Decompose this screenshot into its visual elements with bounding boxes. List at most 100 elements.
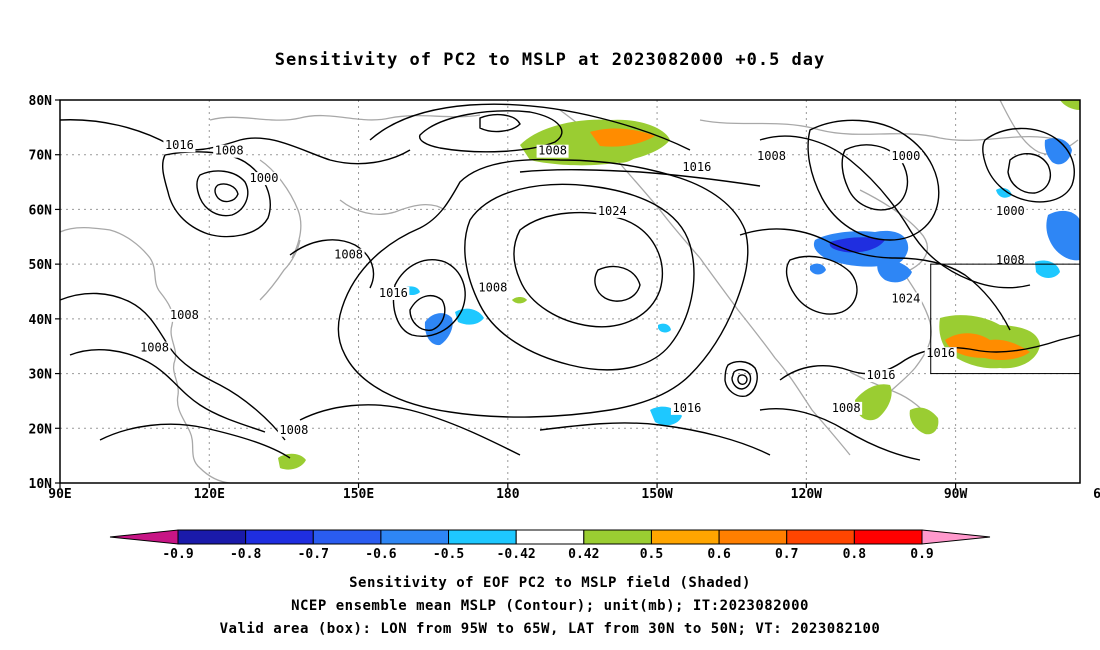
colorbar-label: 0.9 xyxy=(910,547,933,562)
colorbar-cell xyxy=(718,529,788,545)
contour-label-bg xyxy=(138,341,171,355)
lon-label-150W: 150W xyxy=(641,487,672,502)
lon-label-60W: 60W xyxy=(1093,487,1100,502)
colorbar-cell xyxy=(380,529,450,545)
latitude-axis: 80N 70N 60N 50N 40N 30N 20N 10N xyxy=(29,94,60,492)
contour-labels: 1016 1008 1000 1008 1016 1008 1000 1024 1000 1016… xyxy=(138,133,1100,437)
shade-positive-caribbean xyxy=(855,384,892,421)
contour-1016-south xyxy=(759,408,921,461)
colorbar-cell xyxy=(177,529,247,545)
colorbar-cell xyxy=(650,529,720,545)
coastline-siberia-north xyxy=(209,114,481,121)
contour-label-bg xyxy=(889,150,922,164)
shade-negative-atlantic-east xyxy=(1046,210,1080,261)
shade-positive-dot1 xyxy=(512,297,527,304)
colorbar-cell xyxy=(312,529,382,545)
contour-label-1024: 1024 xyxy=(891,291,920,305)
contour-1024-na xyxy=(785,255,858,315)
lat-label-80N: 80N xyxy=(29,94,53,109)
contour-label-1016: 1016 xyxy=(682,160,711,174)
map-plot-area: 1016 1008 1000 1008 1016 1008 1000 1024 1000 1016… xyxy=(59,99,1100,484)
shade-positive-greenland xyxy=(1060,100,1080,110)
lon-label-150E: 150E xyxy=(343,487,374,502)
contour-1024-atl xyxy=(1007,153,1052,194)
lon-label-180: 180 xyxy=(496,487,520,502)
colorbar-extend-low xyxy=(109,529,179,545)
coastline-bering xyxy=(339,199,446,215)
shade-negative-pacific-west xyxy=(424,313,453,346)
contour-label-bg xyxy=(377,286,410,300)
lon-label-90E: 90E xyxy=(48,487,71,502)
caption-valid-area: Valid area (box): LON from 95W to 65W, L… xyxy=(219,621,881,637)
contour-1024-high-outer xyxy=(464,183,695,371)
contour-label-bg xyxy=(830,401,863,415)
contour-label-1016: 1016 xyxy=(926,346,955,360)
contour-label-bg xyxy=(248,172,280,186)
contour-label-1008: 1008 xyxy=(757,149,786,163)
contour-label-bg xyxy=(1098,133,1100,147)
coastline-north-america-west xyxy=(699,257,851,456)
caption-contour: NCEP ensemble mean MSLP (Contour); unit(… xyxy=(291,598,809,614)
contour-label-bg xyxy=(680,161,713,175)
contour-1008-southeast xyxy=(299,404,521,456)
contour-1008-south xyxy=(99,423,291,459)
contour-label-1024: 1024 xyxy=(598,204,627,218)
colorbar-label: -0.8 xyxy=(230,547,261,562)
colorbar-cell xyxy=(448,529,517,545)
contour-label-1000: 1000 xyxy=(996,204,1025,218)
contour-1000-na-inner xyxy=(841,144,909,211)
colorbar-label: -0.9 xyxy=(162,547,193,562)
colorbar-cell xyxy=(786,529,855,545)
colorbar-extend-high xyxy=(921,529,991,545)
colorbar: -0.9 -0.8 -0.7 -0.6 -0.5 -0.42 0.42 0.5 0.6 0.7 0.… xyxy=(109,529,991,562)
coastline-kamchatka xyxy=(259,159,302,259)
shade-negative-dot-mid xyxy=(810,263,826,275)
coastline-canada-north xyxy=(699,119,1061,141)
contour-arctic-low-core xyxy=(479,113,521,133)
coastlines xyxy=(59,99,1079,484)
shade-positive-siberia-core xyxy=(590,128,655,147)
shade-negative-pacific-west2 xyxy=(455,308,484,325)
contour-label-1000: 1000 xyxy=(250,171,279,185)
contour-label-1008: 1008 xyxy=(279,423,308,437)
contour-label-bg xyxy=(670,401,703,415)
contour-tropical-storm-1 xyxy=(724,360,758,397)
lat-label-50N: 50N xyxy=(29,258,53,273)
shade-positive-atlantic-core xyxy=(945,333,1030,360)
caption-shading: Sensitivity of EOF PC2 to MSLP field (Sh… xyxy=(349,575,751,591)
contour-label-1016: 1016 xyxy=(165,138,194,152)
contour-label-bg xyxy=(277,423,310,437)
contour-label-bg xyxy=(924,347,957,361)
contour-label-bg xyxy=(536,144,569,158)
lat-label-40N: 40N xyxy=(29,313,53,328)
colorbar-cell xyxy=(245,529,314,545)
shade-negative-atlantic-east2 xyxy=(1035,260,1060,278)
shade-positive-south-atlantic xyxy=(909,407,939,435)
colorbar-label: -0.42 xyxy=(497,547,536,562)
contour-1016-east xyxy=(779,334,1081,381)
shade-negative-hudson xyxy=(877,260,912,283)
contour-1016-na xyxy=(759,135,1031,289)
contour-label-bg xyxy=(168,308,201,322)
shade-positive-north xyxy=(605,149,635,163)
contour-label-bg xyxy=(596,204,629,218)
lat-label-10N: 10N xyxy=(29,477,53,492)
map-figure: 1016 1008 1000 1008 1016 1008 1000 1024 1000 1016… xyxy=(29,94,1100,562)
contour-label-bg xyxy=(332,248,365,262)
colorbar-cell xyxy=(515,529,585,545)
lat-label-30N: 30N xyxy=(29,368,53,383)
contour-low-cyclone-2 xyxy=(409,294,446,331)
map-title: Sensitivity of PC2 to MSLP at 2023082000… xyxy=(274,50,826,70)
lat-label-60N: 60N xyxy=(29,203,53,218)
mslp-contours xyxy=(59,103,1081,461)
contour-tropical-storm-2 xyxy=(731,368,752,390)
colorbar-cell xyxy=(853,529,923,545)
coastline-hudson xyxy=(859,189,929,271)
contour-label-1008: 1008 xyxy=(215,144,244,158)
contour-1000-na-outer xyxy=(807,119,940,241)
lat-label-20N: 20N xyxy=(29,422,53,437)
contour-label-1008: 1008 xyxy=(170,308,199,322)
contour-pacific-south xyxy=(539,422,771,456)
contour-1008-asia-2 xyxy=(69,348,266,433)
contour-arctic-low xyxy=(418,110,563,153)
